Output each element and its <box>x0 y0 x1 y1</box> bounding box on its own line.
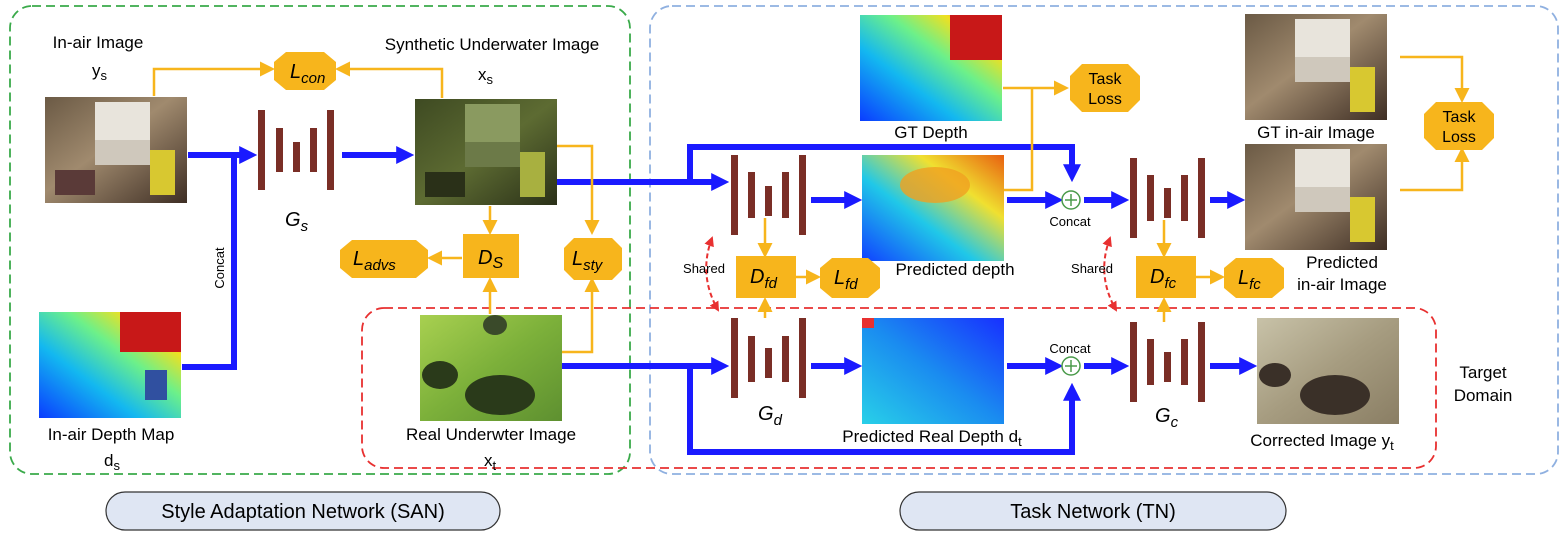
loss-ladvs: Ladvs <box>340 240 428 278</box>
label-gd: Gd <box>758 403 783 429</box>
label-target-domain-2: Domain <box>1454 386 1513 405</box>
arrow-synthetic-to-lcon <box>335 61 444 98</box>
loss-lfc: Lfc <box>1224 258 1284 298</box>
svg-text:DS: DS <box>478 247 503 272</box>
generator-gd-top <box>731 155 806 235</box>
svg-text:Style Adaptation Network (SAN): Style Adaptation Network (SAN) <box>161 501 444 523</box>
real-underwater-image <box>420 315 562 421</box>
label-predicted-in-air-1: Predicted <box>1306 253 1378 272</box>
label-in-air-image-var: ys <box>92 61 108 83</box>
arrow-inair-to-lcon <box>152 61 275 96</box>
arrow-depth-concat <box>182 152 250 370</box>
label-corrected: Corrected Image yt <box>1250 431 1394 453</box>
loss-lcon: Lcon <box>274 52 336 90</box>
label-synthetic-var: xs <box>478 65 494 87</box>
svg-text:Task Network (TN): Task Network (TN) <box>1010 501 1176 523</box>
svg-text:Dfc: Dfc <box>1150 266 1177 292</box>
san-tab: Style Adaptation Network (SAN) <box>105 491 501 531</box>
svg-text:Lfd: Lfd <box>834 267 858 293</box>
in-air-image <box>45 97 187 203</box>
label-gt-in-air: GT in-air Image <box>1257 123 1375 142</box>
label-depth-map-var: ds <box>104 451 120 473</box>
label-concat-bottom: Concat <box>1049 341 1091 356</box>
generator-gd-bottom <box>731 318 806 398</box>
predicted-real-depth-image <box>862 318 1004 424</box>
arrow-pred-inair-to-taskloss <box>1400 147 1470 192</box>
arrow-bottom-skip <box>687 366 1081 455</box>
svg-text:Loss: Loss <box>1442 129 1476 146</box>
svg-text:Lfc: Lfc <box>1238 267 1261 293</box>
label-gc: Gc <box>1155 405 1179 431</box>
label-real-uw-var: xt <box>484 451 497 473</box>
task-loss-image: Task Loss <box>1424 102 1494 150</box>
label-shared-right: Shared <box>1071 261 1113 276</box>
discriminator-dfd: Dfd <box>736 256 796 298</box>
discriminator-ds: DS <box>463 234 519 278</box>
generator-gc-top <box>1130 158 1205 238</box>
concat-node-top <box>1061 190 1081 210</box>
shared-arrow-right <box>1102 236 1117 312</box>
predicted-depth-image <box>862 155 1004 261</box>
label-predicted-in-air-2: in-air Image <box>1297 275 1387 294</box>
svg-text:Ladvs: Ladvs <box>353 248 396 274</box>
label-real-uw: Real Underwter Image <box>406 425 576 444</box>
svg-text:Task: Task <box>1089 71 1123 88</box>
arrow-synthetic-to-lsty <box>557 144 600 235</box>
label-concat-vertical: Concat <box>212 247 227 289</box>
san-region-border <box>9 5 631 475</box>
label-in-air-image: In-air Image <box>53 33 144 52</box>
svg-text:Dfd: Dfd <box>750 266 778 292</box>
gt-in-air-image <box>1245 14 1387 120</box>
svg-text:Lsty: Lsty <box>572 248 604 274</box>
in-air-depth-map <box>39 312 181 418</box>
label-gt-depth: GT Depth <box>894 123 967 142</box>
tn-tab: Task Network (TN) <box>899 491 1287 531</box>
shared-arrow-left <box>704 236 719 312</box>
svg-text:Loss: Loss <box>1088 91 1122 108</box>
label-predicted-real-depth: Predicted Real Depth dt <box>842 427 1022 449</box>
generator-gs <box>258 110 334 190</box>
label-synthetic: Synthetic Underwater Image <box>385 35 600 54</box>
generator-gc-bottom <box>1130 322 1205 402</box>
label-depth-map: In-air Depth Map <box>48 425 175 444</box>
task-loss-depth: Task Loss <box>1070 64 1140 112</box>
svg-text:Lcon: Lcon <box>290 61 325 87</box>
label-predicted-depth: Predicted depth <box>895 260 1014 279</box>
synthetic-underwater-image <box>415 99 557 205</box>
predicted-in-air-image <box>1245 144 1387 250</box>
loss-lsty: Lsty <box>564 238 622 280</box>
arrow-pred-depth-to-taskloss <box>1004 88 1034 192</box>
discriminator-dfc: Dfc <box>1136 256 1196 298</box>
target-domain-border <box>361 307 1437 469</box>
loss-lfd: Lfd <box>820 258 880 298</box>
svg-text:Task: Task <box>1443 109 1477 126</box>
arrow-real-to-lsty <box>562 277 600 354</box>
label-gs: Gs <box>285 209 309 235</box>
concat-node-bottom <box>1061 356 1081 376</box>
label-concat-top: Concat <box>1049 214 1091 229</box>
corrected-image <box>1257 318 1399 424</box>
label-target-domain-1: Target <box>1459 363 1507 382</box>
arrow-top-skip <box>687 144 1081 183</box>
label-shared-left: Shared <box>683 261 725 276</box>
arrow-gt-inair-to-taskloss <box>1400 55 1470 103</box>
gt-depth-image <box>860 15 1002 121</box>
tn-region-border <box>649 5 1559 475</box>
